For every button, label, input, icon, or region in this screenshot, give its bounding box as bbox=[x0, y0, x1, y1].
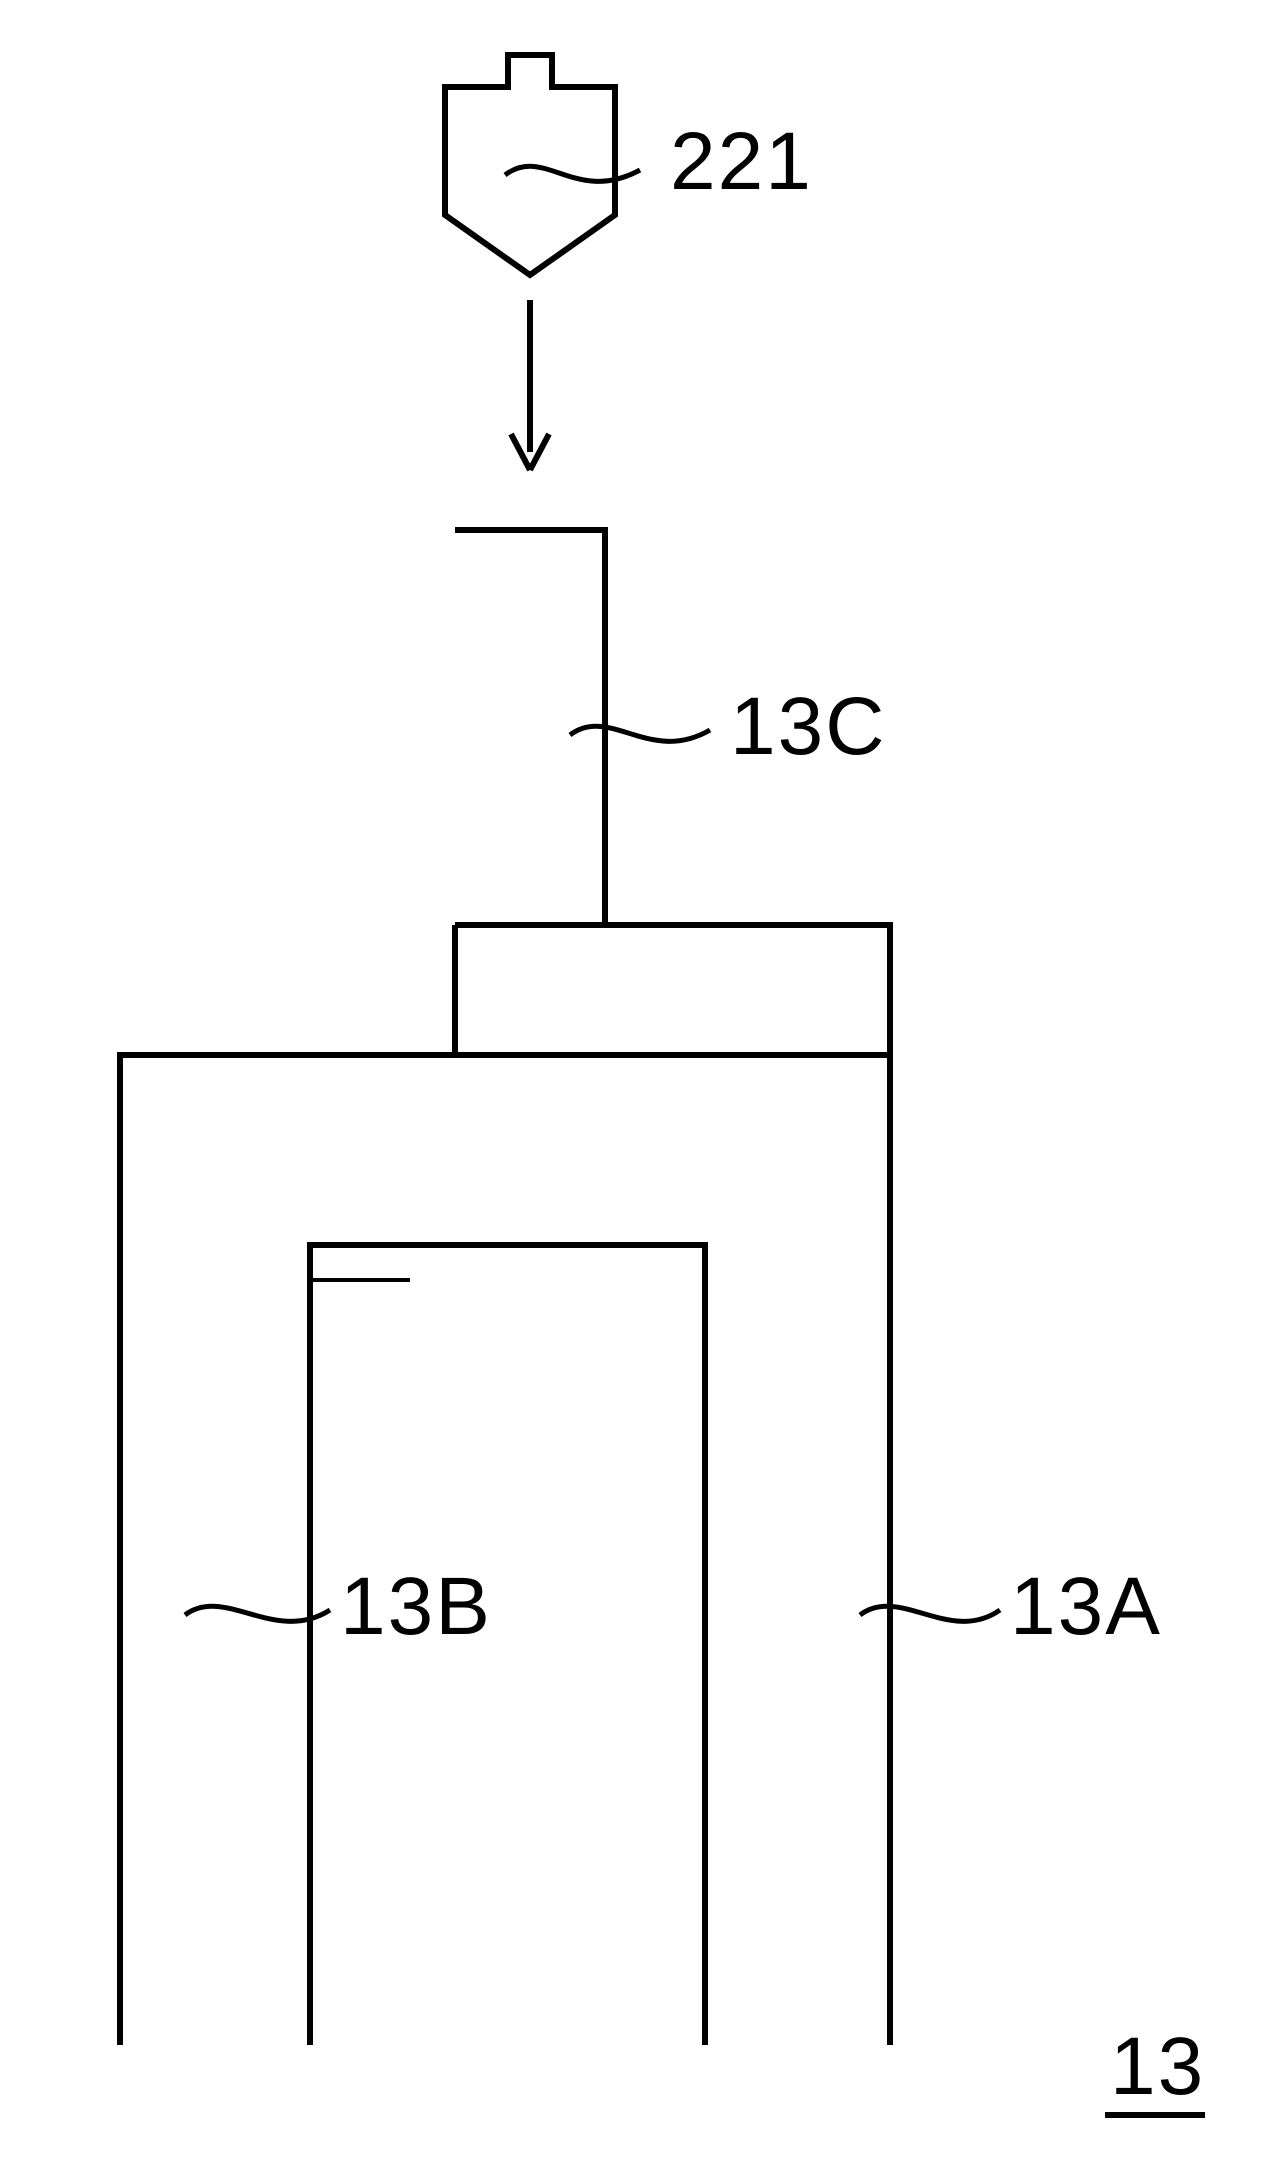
diagram-svg bbox=[0, 0, 1275, 2167]
label-figure-ref: 13 bbox=[1110, 2020, 1205, 2114]
outer-frame bbox=[120, 1055, 890, 2045]
diagram-canvas: 221 13C 13B 13A 13 bbox=[0, 0, 1275, 2167]
leader-stem bbox=[570, 726, 710, 741]
label-leg-right: 13A bbox=[1010, 1560, 1162, 1654]
leader-head bbox=[505, 166, 640, 181]
label-leg-left: 13B bbox=[340, 1560, 492, 1654]
label-head: 221 bbox=[670, 115, 813, 209]
leader-leg-right bbox=[860, 1606, 1000, 1621]
right-step bbox=[605, 925, 890, 1055]
label-stem: 13C bbox=[730, 680, 886, 774]
